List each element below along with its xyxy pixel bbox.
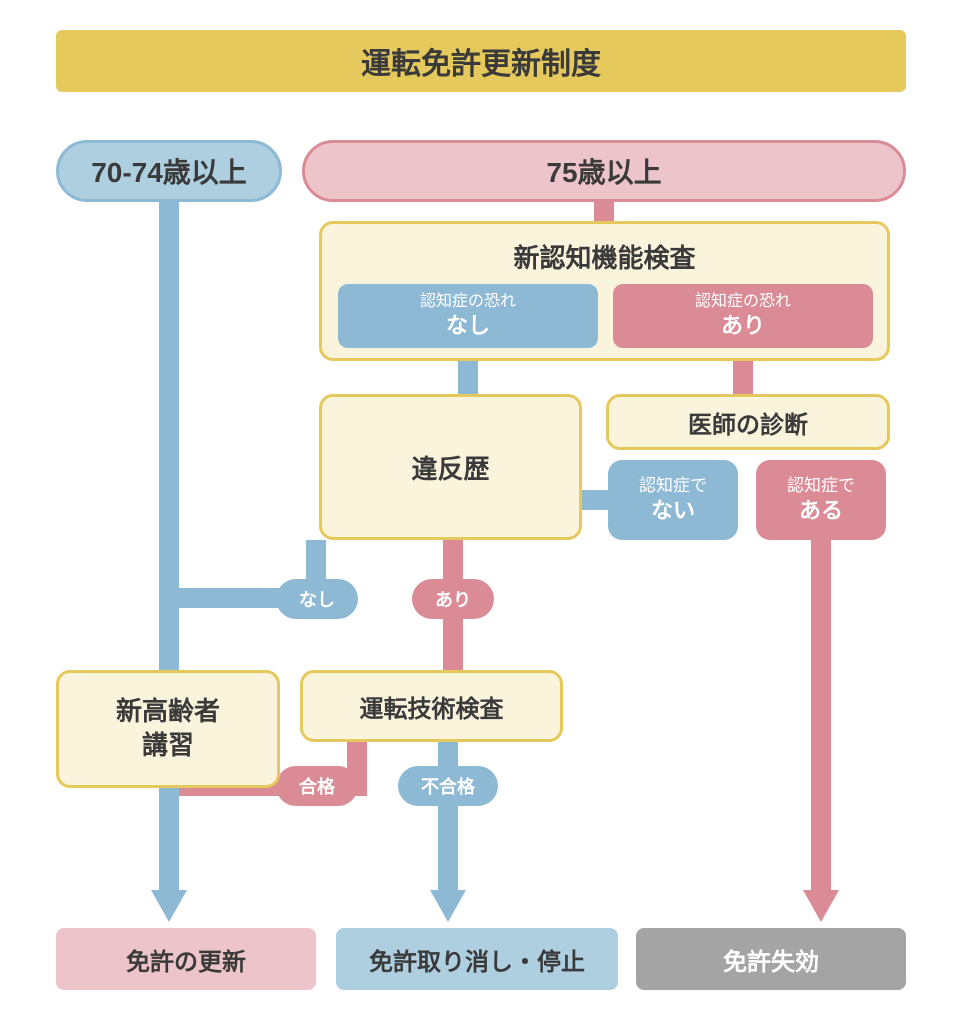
result-renew: 免許の更新 [56, 928, 316, 990]
cognitive-yes-label: 認知症の恐れあり [695, 292, 791, 340]
cognitive-test-title: 新認知機能検査 [513, 238, 695, 275]
diagnosis-dementia: 認知症である [756, 460, 886, 540]
skill-pass: 合格 [276, 766, 358, 806]
diagnosis-dementia-label: 認知症である [787, 475, 855, 526]
age-75: 75歳以上 [302, 140, 906, 202]
cognitive-yes: 認知症の恐れあり [613, 284, 873, 348]
result-cancel: 免許取り消し・停止 [336, 928, 618, 990]
age-70-74-label: 70-74歳以上 [91, 151, 247, 191]
result-cancel-label: 免許取り消し・停止 [369, 942, 585, 977]
result-invalid: 免許失効 [636, 928, 906, 990]
violation-history: 違反歴 [319, 394, 582, 540]
result-invalid-label: 免許失効 [723, 942, 819, 977]
age-70-74: 70-74歳以上 [56, 140, 282, 202]
flowchart-canvas: 運転免許更新制度 70-74歳以上 75歳以上 新認知機能検査 認知症の恐れなし… [0, 0, 961, 1024]
violation-yes: あり [412, 579, 494, 619]
cognitive-no-label: 認知症の恐れなし [420, 292, 516, 340]
title-text: 運転免許更新制度 [361, 39, 601, 83]
doctor-diagnosis-label: 医師の診断 [688, 405, 808, 440]
violation-no: なし [276, 579, 358, 619]
driving-skill-test: 運転技術検査 [300, 670, 563, 742]
result-renew-label: 免許の更新 [126, 942, 246, 977]
diagnosis-not-dementia-label: 認知症でない [639, 475, 707, 526]
skill-fail-label: 不合格 [421, 773, 475, 799]
driving-skill-test-label: 運転技術検査 [360, 689, 504, 724]
title-bar: 運転免許更新制度 [56, 30, 906, 92]
violation-yes-label: あり [435, 586, 471, 612]
senior-course-label: 新高齢者 講習 [116, 695, 220, 763]
senior-course: 新高齢者 講習 [56, 670, 280, 788]
skill-pass-label: 合格 [299, 773, 335, 799]
age-75-label: 75歳以上 [546, 151, 661, 191]
violation-no-label: なし [299, 586, 335, 612]
diagnosis-not-dementia: 認知症でない [608, 460, 738, 540]
skill-fail: 不合格 [398, 766, 498, 806]
doctor-diagnosis: 医師の診断 [606, 394, 890, 450]
violation-history-label: 違反歴 [411, 449, 489, 486]
cognitive-no: 認知症の恐れなし [338, 284, 598, 348]
